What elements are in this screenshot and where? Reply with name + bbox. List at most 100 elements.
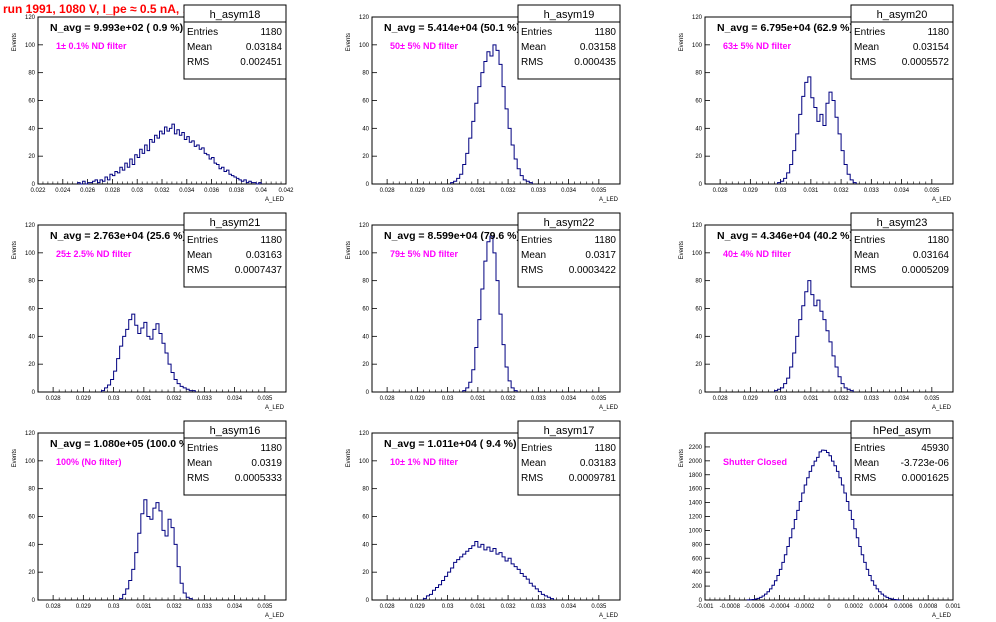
x-axis-label: A_LED: [599, 613, 619, 619]
x-tick-label: 0.033: [864, 396, 880, 402]
stats-label-mean: Mean: [187, 42, 212, 53]
x-tick-label: 0.022: [30, 188, 46, 194]
stats-label-rms: RMS: [187, 473, 210, 484]
y-tick-label: 0: [366, 182, 370, 188]
stats-value-rms: 0.0003422: [569, 265, 617, 276]
histogram-name: h_asym20: [877, 9, 928, 21]
x-tick-label: 0.029: [743, 396, 759, 402]
x-tick-label: 0.032: [501, 396, 517, 402]
x-tick-label: 0.033: [197, 396, 213, 402]
stats-box-frame: [183, 212, 287, 288]
stats-label-rms: RMS: [854, 265, 877, 276]
x-axis-label: A_LED: [932, 613, 952, 619]
stats-value-entries: 1180: [594, 235, 616, 246]
filter-annotation: 100% (No filter): [56, 457, 122, 467]
x-tick-label: 0.028: [713, 188, 729, 194]
x-tick-label: 0.038: [229, 188, 245, 194]
stats-box: h_asym22 Entries 1180 Mean 0.0317 RMS 0.000342…: [517, 212, 621, 288]
x-tick-label: -0.0002: [794, 604, 815, 610]
y-tick-label: 2200: [689, 445, 703, 451]
y-tick-label: 20: [28, 362, 35, 368]
histogram-line: [462, 235, 518, 392]
y-tick-label: 40: [362, 126, 369, 132]
y-tick-label: 40: [28, 126, 35, 132]
stats-label-rms: RMS: [521, 473, 544, 484]
y-tick-label: 1000: [689, 528, 703, 534]
stats-value-mean: 0.03163: [246, 250, 283, 261]
x-tick-label: 0.036: [204, 188, 220, 194]
x-tick-label: 0.035: [257, 396, 273, 402]
x-tick-label: 0.0004: [869, 604, 888, 610]
y-tick-label: 1800: [689, 473, 703, 479]
histogram-line: [101, 313, 196, 392]
histogram-name: h_asym19: [544, 9, 595, 21]
x-tick-label: 0.035: [591, 188, 607, 194]
stats-box-frame: [517, 420, 621, 496]
y-tick-label: 80: [362, 71, 369, 77]
x-tick-label: 0.035: [924, 396, 940, 402]
y-axis-label: Events: [346, 241, 352, 259]
stats-label-mean: Mean: [521, 458, 546, 469]
stats-value-rms: 0.0007437: [235, 265, 283, 276]
x-tick-label: 0.034: [561, 604, 577, 610]
x-tick-label: 0.032: [167, 604, 183, 610]
histogram-name: h_asym21: [210, 217, 261, 229]
histogram-line: [777, 76, 857, 184]
stats-value-rms: 0.0005209: [902, 265, 950, 276]
stats-box: hPed_asym Entries 45930 Mean -3.723e-06 RMS 0.…: [850, 420, 954, 496]
stats-label-mean: Mean: [187, 250, 212, 261]
y-axis-label: Events: [679, 449, 685, 467]
y-tick-label: 20: [695, 154, 702, 160]
x-axis-label: A_LED: [265, 613, 285, 619]
stats-label-mean: Mean: [854, 42, 879, 53]
stats-box: h_asym23 Entries 1180 Mean 0.03164 RMS 0.00052…: [850, 212, 954, 288]
stats-value-rms: 0.000435: [574, 57, 616, 68]
histogram-line: [746, 449, 902, 601]
y-tick-label: 1600: [689, 487, 703, 493]
stats-label-rms: RMS: [854, 473, 877, 484]
y-tick-label: 120: [359, 15, 370, 21]
stats-value-mean: 0.03183: [580, 458, 617, 469]
histogram-name: h_asym22: [544, 217, 595, 229]
y-tick-label: 80: [695, 279, 702, 285]
histogram-name: h_asym23: [877, 217, 928, 229]
x-axis-label: A_LED: [599, 197, 619, 203]
x-tick-label: 0.03: [442, 396, 454, 402]
y-tick-label: 20: [28, 154, 35, 160]
x-axis-label: A_LED: [932, 197, 952, 203]
x-tick-label: 0.031: [470, 188, 486, 194]
y-tick-label: 40: [695, 334, 702, 340]
filter-annotation: 1± 0.1% ND filter: [56, 41, 127, 51]
x-tick-label: 0.028: [105, 188, 121, 194]
y-tick-label: 0: [699, 182, 703, 188]
x-axis-label: A_LED: [265, 197, 285, 203]
y-tick-label: 1400: [689, 501, 703, 507]
y-tick-label: 100: [692, 43, 703, 49]
x-tick-label: 0.0008: [919, 604, 938, 610]
stats-label-rms: RMS: [854, 57, 877, 68]
stats-box-frame: [183, 4, 287, 80]
stats-value-rms: 0.0005572: [902, 57, 950, 68]
y-tick-label: 20: [362, 570, 369, 576]
histogram-name: hPed_asym: [873, 425, 931, 437]
histogram-panel-h_asym22: 0.028 0.029 0.03 0.031 0.032 0.033 0.034 0.035 0…: [346, 212, 621, 411]
stats-value-entries: 1180: [594, 443, 616, 454]
x-tick-label: 0.033: [531, 188, 547, 194]
stats-label-entries: Entries: [854, 27, 885, 38]
histogram-line: [450, 44, 533, 184]
stats-value-entries: 1180: [260, 27, 282, 38]
x-tick-label: 0.031: [803, 188, 819, 194]
stats-label-rms: RMS: [521, 57, 544, 68]
stats-label-rms: RMS: [521, 265, 544, 276]
x-tick-label: -0.0008: [720, 604, 741, 610]
x-tick-label: 0.032: [167, 396, 183, 402]
n-avg-label: N_avg = 4.346e+04 (40.2 %): [717, 230, 853, 242]
x-tick-label: 0.031: [470, 396, 486, 402]
stats-label-entries: Entries: [854, 443, 885, 454]
x-tick-label: 0.028: [46, 396, 62, 402]
stats-box-frame: [850, 4, 954, 80]
histogram-line: [774, 280, 854, 392]
y-tick-label: 0: [366, 390, 370, 396]
stats-value-mean: 0.03164: [913, 250, 950, 261]
stats-label-mean: Mean: [521, 42, 546, 53]
